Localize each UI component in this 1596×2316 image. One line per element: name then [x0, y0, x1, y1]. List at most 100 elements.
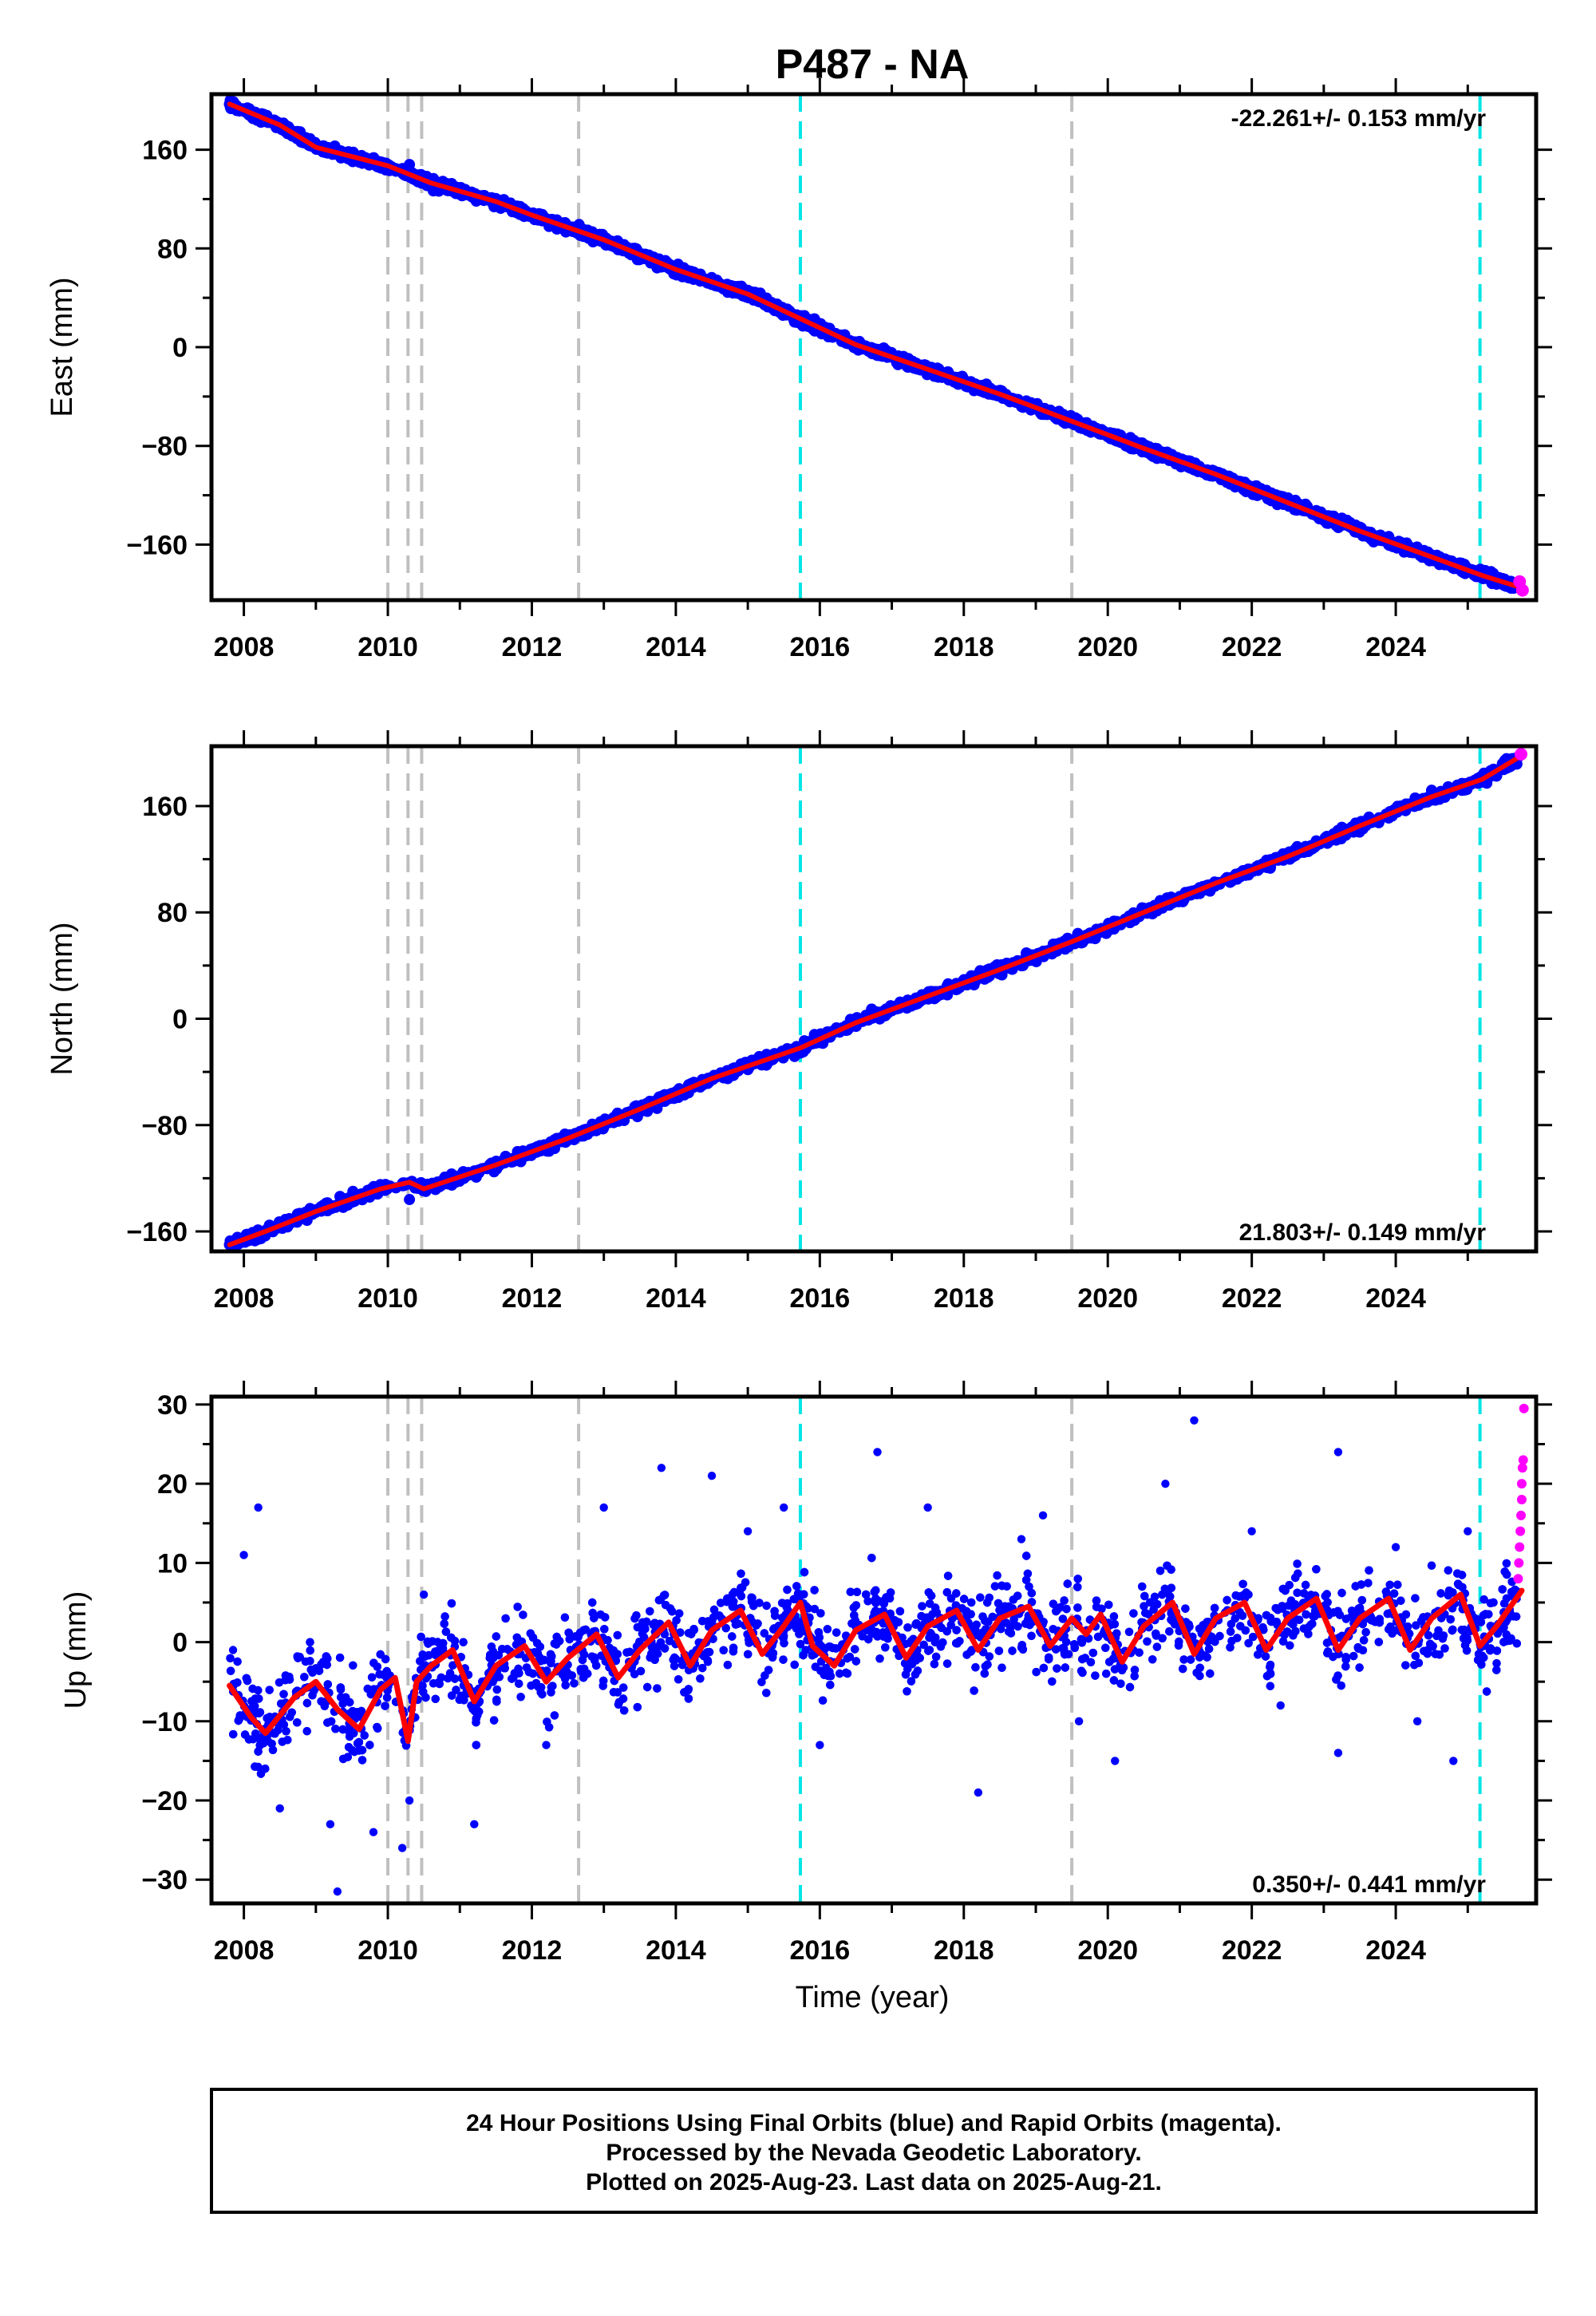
x-tick-label: 2024	[1365, 1283, 1426, 1314]
final-orbit-point	[1074, 1717, 1084, 1725]
plot-frame	[209, 744, 1539, 1254]
x-tick-label: 2024	[1365, 1935, 1426, 1966]
x-tick-label: 2014	[646, 1935, 706, 1966]
x-tick-label: 2010	[358, 1283, 418, 1314]
rate-annotation: 0.350+/- 0.441 mm/yr	[1252, 1871, 1486, 1898]
rapid-orbit-point	[1519, 1403, 1529, 1413]
x-tick-label: 2024	[1365, 632, 1426, 662]
final-orbit-point	[816, 1741, 824, 1749]
rapid-orbit-point	[1514, 1558, 1524, 1568]
rapid-orbit-point	[1515, 583, 1529, 597]
y-tick-label: 20	[157, 1469, 188, 1500]
final-orbit-point	[873, 1448, 882, 1456]
x-tick-label: 2022	[1222, 1283, 1282, 1314]
note-line-3: Plotted on 2025-Aug-23. Last data on 202…	[586, 2169, 1162, 2195]
y-tick-label: 10	[157, 1548, 188, 1579]
x-tick-label: 2022	[1222, 1935, 1282, 1966]
final-orbit-point	[1190, 1416, 1199, 1425]
final-orbit-point	[923, 1503, 932, 1512]
x-tick-label: 2008	[214, 632, 275, 662]
rapid-orbit-point	[1515, 747, 1528, 761]
x-tick-label: 2010	[358, 1935, 418, 1966]
y-tick-label: 80	[157, 234, 188, 264]
x-tick-label: 2008	[214, 1935, 275, 1966]
chart-title: P487 - NA	[776, 41, 970, 88]
rapid-orbit-point	[1518, 1455, 1528, 1465]
final-orbit-point	[743, 1527, 753, 1535]
y-axis-label: East (mm)	[45, 277, 79, 417]
y-tick-label: −20	[141, 1786, 188, 1816]
x-tick-label: 2018	[934, 1935, 994, 1966]
final-orbit-point	[228, 1646, 238, 1654]
y-tick-label: −80	[141, 432, 188, 462]
y-tick-label: 30	[157, 1390, 188, 1421]
rapid-orbit-point	[1516, 1510, 1527, 1520]
final-orbit-point	[542, 1741, 551, 1749]
x-tick-label: 2018	[934, 1283, 994, 1314]
final-orbit-point	[404, 159, 416, 171]
x-tick-label: 2018	[934, 632, 994, 662]
final-orbit-point	[419, 1590, 429, 1599]
y-tick-label: −30	[141, 1865, 188, 1895]
final-orbit-point	[1161, 1479, 1170, 1488]
x-tick-label: 2014	[646, 632, 706, 662]
panel-up: 2008 2010 2012 2014 2016 2018 2020 2022 2024−30−…	[59, 1381, 1552, 1966]
rate-annotation: -22.261+/- 0.153 mm/yr	[1231, 105, 1487, 132]
y-tick-label: 0	[172, 333, 188, 363]
x-tick-label: 2016	[790, 632, 851, 662]
rapid-orbit-point	[1513, 1574, 1523, 1584]
y-tick-label: 160	[142, 136, 188, 166]
note-line-2: Processed by the Nevada Geodetic Laborat…	[606, 2140, 1141, 2166]
model-curve	[227, 101, 1524, 591]
plot-frame	[209, 1394, 1539, 1906]
final-orbit-point	[1333, 1448, 1343, 1456]
x-axis-label: Time (year)	[796, 1981, 950, 2014]
note-box: 24 Hour Positions Using Final Orbits (bl…	[210, 2088, 1538, 2214]
y-tick-label: −160	[126, 530, 188, 560]
final-orbit-point	[1464, 1527, 1472, 1535]
y-tick-label: 80	[157, 898, 188, 928]
final-orbit-point	[333, 1887, 342, 1896]
rapid-orbit-point	[1515, 1526, 1526, 1536]
final-orbit-point	[1111, 1757, 1120, 1765]
x-tick-label: 2020	[1077, 1935, 1138, 1966]
y-tick-label: 160	[142, 792, 188, 822]
x-tick-label: 2010	[358, 632, 418, 662]
model-curve	[227, 1587, 1525, 1745]
final-orbit-point	[599, 1503, 608, 1512]
x-tick-label: 2016	[790, 1283, 851, 1314]
final-orbit-point	[707, 1472, 717, 1480]
rapid-orbit-point	[1516, 1494, 1527, 1504]
final-orbit-point	[1333, 1749, 1343, 1757]
rapid-orbit-point	[1515, 1542, 1525, 1552]
final-orbit-point	[404, 1194, 416, 1206]
final-orbit-point	[239, 1551, 248, 1559]
rapid-orbit-point	[1517, 1463, 1527, 1473]
rate-annotation: 21.803+/- 0.149 mm/yr	[1239, 1219, 1487, 1246]
final-orbit-point	[1017, 1535, 1026, 1543]
x-tick-label: 2012	[502, 1283, 563, 1314]
x-tick-label: 2020	[1077, 632, 1138, 662]
final-orbit-point	[326, 1820, 335, 1828]
final-orbit-point	[1276, 1701, 1285, 1710]
y-tick-label: −10	[141, 1707, 188, 1737]
x-tick-label: 2020	[1077, 1283, 1138, 1314]
rapid-orbit-point	[1516, 1479, 1527, 1489]
final-orbit-point	[1449, 1757, 1458, 1765]
x-tick-label: 2012	[502, 632, 563, 662]
final-orbit-point	[254, 1503, 263, 1512]
final-orbit-point	[369, 1828, 378, 1836]
final-orbit-point	[1247, 1527, 1256, 1535]
panel-north: 2008 2010 2012 2014 2016 2018 2020 2022 2024 −160…	[45, 730, 1552, 1314]
final-orbit-point	[275, 1804, 284, 1813]
y-tick-label: 0	[172, 1004, 188, 1034]
final-orbit-point	[1412, 1717, 1422, 1725]
y-tick-label: 0	[172, 1628, 188, 1658]
x-tick-label: 2008	[214, 1283, 275, 1314]
final-orbit-point	[974, 1788, 983, 1797]
model-curve	[227, 753, 1524, 1247]
note-line-1: 24 Hour Positions Using Final Orbits (bl…	[466, 2110, 1282, 2136]
y-tick-label: −160	[126, 1217, 188, 1247]
x-tick-label: 2022	[1222, 632, 1282, 662]
